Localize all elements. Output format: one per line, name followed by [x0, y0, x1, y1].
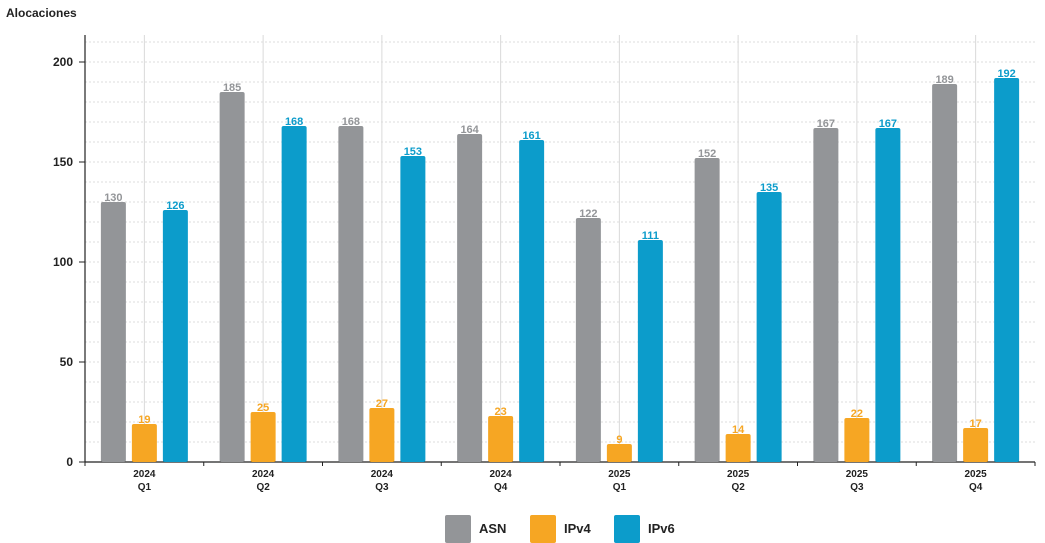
- x-tick-label-quarter: Q2: [256, 482, 270, 493]
- bar-ipv4: [963, 428, 989, 462]
- legend-swatch-ipv4: [530, 515, 556, 543]
- data-label-ipv6: 126: [166, 200, 184, 212]
- x-tick-label-quarter: Q1: [613, 482, 627, 493]
- bar-asn: [457, 134, 483, 462]
- bar-ipv4: [606, 444, 632, 462]
- data-label-asn: 130: [104, 192, 122, 204]
- data-label-asn: 168: [342, 116, 360, 128]
- data-label-asn: 185: [223, 82, 241, 94]
- x-tick-label-year: 2024: [252, 469, 275, 480]
- legend-label-ipv6: IPv6: [648, 521, 675, 536]
- data-label-ipv6: 111: [642, 230, 659, 242]
- data-label-asn: 152: [698, 148, 716, 160]
- bar-asn: [338, 126, 364, 462]
- x-tick-label-quarter: Q1: [138, 482, 152, 493]
- bar-ipv4: [488, 416, 514, 462]
- data-label-asn: 189: [935, 74, 953, 86]
- y-tick-label: 100: [53, 255, 73, 269]
- data-label-ipv4: 25: [257, 402, 269, 414]
- data-label-ipv6: 167: [879, 118, 897, 130]
- data-label-ipv6: 161: [522, 130, 540, 142]
- x-tick-label-quarter: Q4: [494, 482, 508, 493]
- data-label-ipv4: 17: [970, 418, 982, 430]
- bar-ipv4: [250, 412, 276, 462]
- bar-ipv6: [162, 210, 188, 462]
- legend-swatch-ipv6: [614, 515, 640, 543]
- data-label-asn: 164: [460, 124, 479, 136]
- data-label-asn: 122: [579, 208, 597, 220]
- axes: 0 50 100 150 200 2024 Q1 2024 Q2 2024 Q3 2024 Q4 2025…: [53, 35, 1036, 493]
- data-label-ipv4: 22: [851, 408, 863, 420]
- bar-ipv4: [844, 418, 870, 462]
- bar-ipv6: [281, 126, 307, 462]
- bar-asn: [694, 158, 720, 462]
- data-label-ipv4: 23: [495, 406, 507, 418]
- x-tick-label-quarter: Q3: [375, 482, 389, 493]
- labels: 130 185 168 164 122 152 167 189 19 25 27 23 9 14 22 17 1…: [104, 68, 1016, 446]
- x-tick-label-year: 2025: [846, 469, 869, 480]
- bar-ipv6: [875, 128, 901, 462]
- data-label-ipv6: 153: [404, 146, 422, 158]
- data-label-asn: 167: [817, 118, 835, 130]
- bars: [100, 78, 1020, 462]
- x-tick-label-quarter: Q2: [731, 482, 745, 493]
- legend-label-ipv4: IPv4: [564, 521, 592, 536]
- bar-ipv6: [637, 240, 663, 462]
- data-label-ipv6: 168: [285, 116, 303, 128]
- data-label-ipv4: 14: [732, 424, 745, 436]
- legend-label-asn: ASN: [479, 521, 506, 536]
- y-tick-label: 50: [60, 355, 74, 369]
- x-tick-label-year: 2024: [490, 469, 513, 480]
- bar-asn: [575, 218, 601, 462]
- data-label-ipv4: 27: [376, 398, 388, 410]
- x-tick-label-year: 2025: [965, 469, 988, 480]
- bar-asn: [813, 128, 839, 462]
- x-tick-label-year: 2024: [133, 469, 156, 480]
- y-tick-label: 0: [66, 455, 73, 469]
- data-label-ipv4: 19: [138, 414, 150, 426]
- bar-ipv6: [400, 156, 426, 462]
- x-tick-label-quarter: Q4: [969, 482, 983, 493]
- data-label-ipv6: 192: [997, 68, 1015, 80]
- data-label-ipv4: 9: [616, 434, 622, 446]
- x-tick-label-year: 2025: [727, 469, 750, 480]
- bar-ipv6: [756, 192, 782, 462]
- y-tick-label: 150: [53, 155, 73, 169]
- grid: [85, 35, 1035, 462]
- bar-ipv6: [994, 78, 1020, 462]
- x-tick-label-year: 2024: [371, 469, 394, 480]
- bar-ipv4: [131, 424, 157, 462]
- bar-asn: [100, 202, 126, 462]
- x-tick-label-quarter: Q3: [850, 482, 864, 493]
- bar-ipv4: [369, 408, 395, 462]
- bar-asn: [932, 84, 958, 462]
- legend-swatch-asn: [445, 515, 471, 543]
- data-label-ipv6: 135: [760, 182, 778, 194]
- bar-ipv6: [519, 140, 545, 462]
- bar-ipv4: [725, 434, 751, 462]
- y-tick-label: 200: [53, 55, 73, 69]
- legend: ASN IPv4 IPv6: [445, 515, 675, 543]
- bar-asn: [219, 92, 245, 462]
- y-axis-title: Alocaciones: [6, 6, 77, 20]
- x-tick-label-year: 2025: [608, 469, 631, 480]
